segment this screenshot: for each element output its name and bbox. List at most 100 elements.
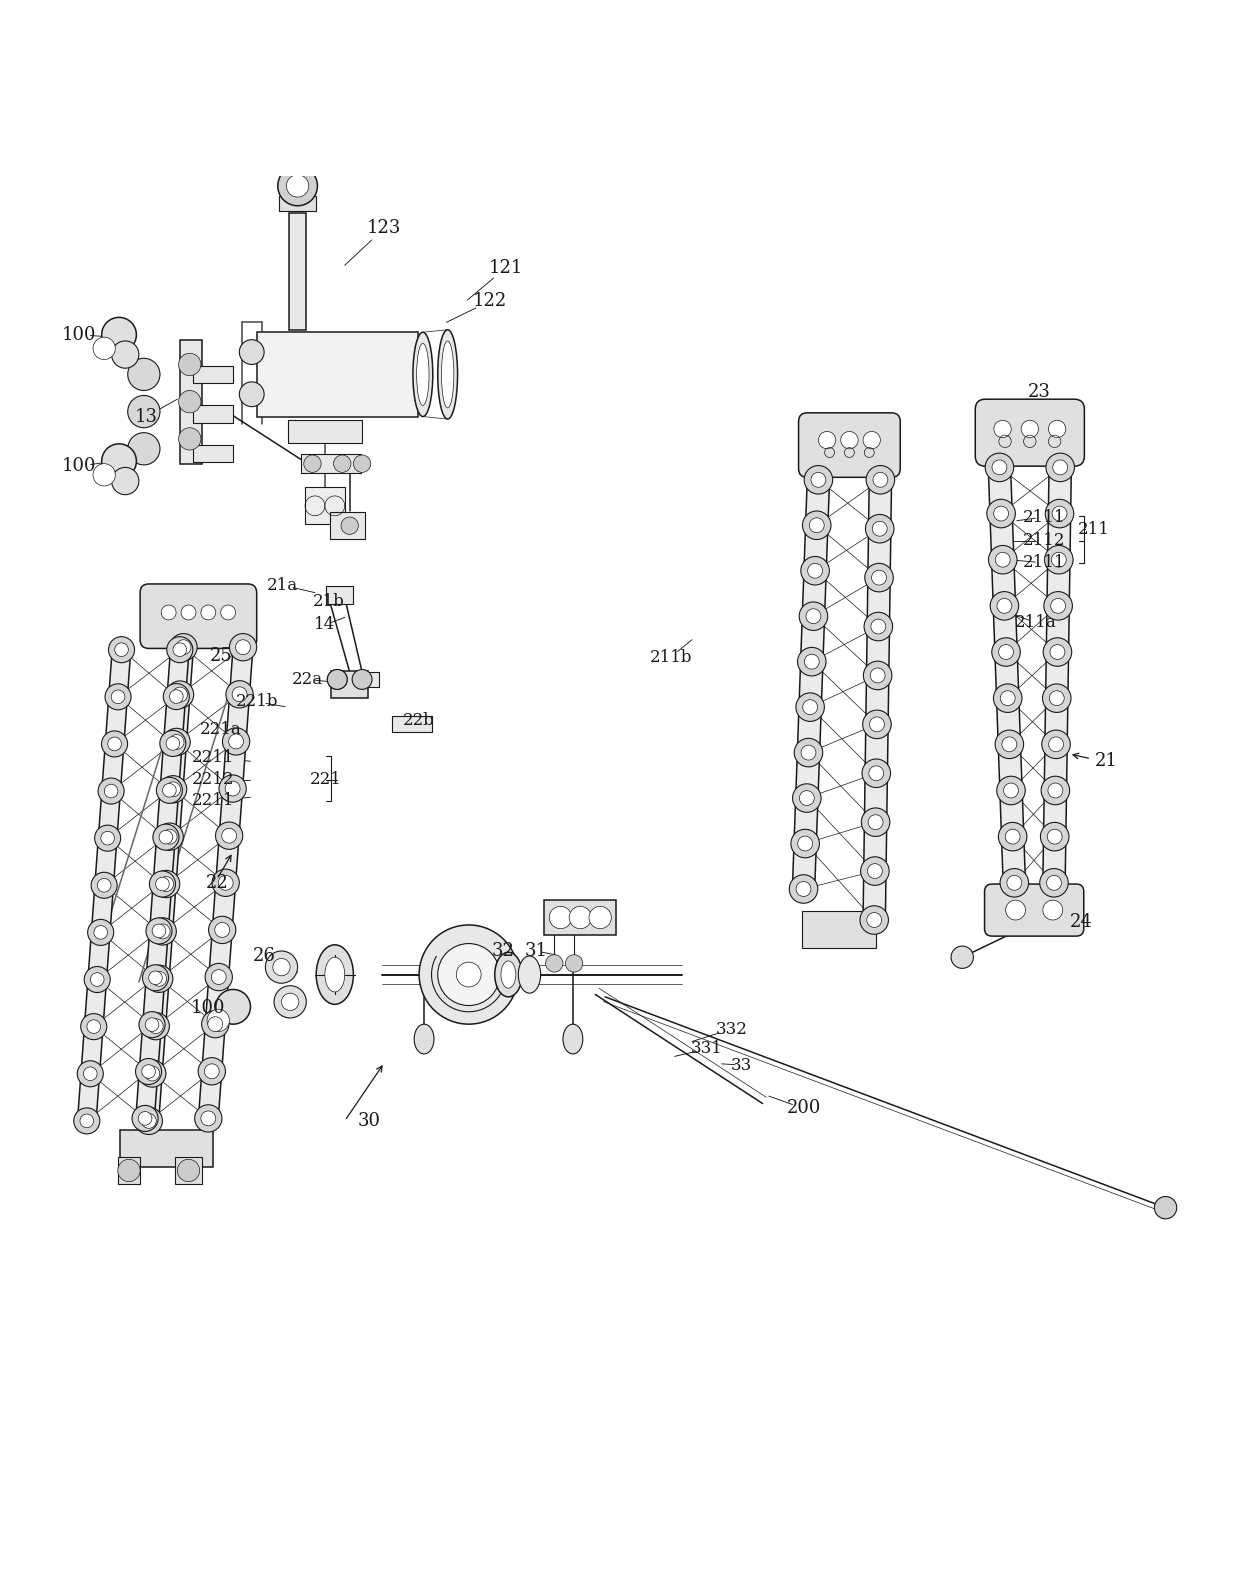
Polygon shape [988,466,1025,884]
Circle shape [1047,454,1074,482]
Circle shape [872,521,887,537]
Circle shape [149,971,162,984]
Circle shape [998,645,1013,659]
Text: 30: 30 [358,1111,381,1130]
Circle shape [810,517,825,533]
Text: 100: 100 [191,1000,226,1017]
Circle shape [1047,876,1061,890]
Circle shape [549,906,572,928]
Circle shape [796,693,825,721]
Bar [289,213,306,330]
Polygon shape [792,479,830,890]
Circle shape [108,737,122,751]
Circle shape [569,906,591,928]
Text: 2111: 2111 [1023,508,1065,525]
Bar [257,333,418,417]
Circle shape [205,1063,219,1079]
Circle shape [1007,876,1022,890]
Bar [180,339,202,463]
Circle shape [232,686,247,702]
Circle shape [226,782,241,796]
Circle shape [211,970,226,984]
Circle shape [172,688,187,702]
Circle shape [219,775,247,802]
Text: 123: 123 [367,220,402,237]
Circle shape [139,1060,166,1087]
Circle shape [862,807,890,836]
Circle shape [153,825,179,850]
Circle shape [161,605,176,619]
Circle shape [162,829,177,844]
Circle shape [868,815,883,829]
Text: 21: 21 [1095,753,1117,771]
Circle shape [991,592,1019,621]
Bar [118,1157,140,1184]
Circle shape [201,1111,216,1126]
Circle shape [179,353,201,376]
Circle shape [139,1011,165,1038]
Circle shape [160,775,187,802]
Ellipse shape [563,1024,583,1054]
Circle shape [92,872,117,898]
Text: 2211: 2211 [192,793,234,809]
Circle shape [149,871,176,896]
Circle shape [996,552,1011,567]
Circle shape [145,1067,160,1081]
Text: 33: 33 [730,1057,753,1073]
Circle shape [205,963,232,990]
Circle shape [81,1014,107,1040]
Circle shape [861,906,888,935]
Circle shape [149,1019,164,1033]
Circle shape [869,766,884,780]
Ellipse shape [417,344,429,406]
Circle shape [811,473,826,487]
Bar [288,420,362,443]
Circle shape [1053,460,1068,474]
Circle shape [159,831,172,844]
Text: 26: 26 [253,947,275,965]
Circle shape [281,993,299,1011]
Text: 331: 331 [691,1041,723,1057]
Circle shape [868,863,883,879]
Circle shape [352,670,372,689]
Text: 32: 32 [492,942,515,960]
Circle shape [77,1060,103,1087]
Bar [392,716,432,732]
Circle shape [216,821,243,849]
Circle shape [81,1114,94,1127]
Circle shape [179,428,201,451]
Text: 2112: 2112 [1023,532,1065,549]
Circle shape [112,468,139,495]
Circle shape [334,455,351,473]
Circle shape [797,836,812,852]
Circle shape [83,1067,97,1081]
Circle shape [1042,777,1070,804]
Circle shape [870,669,885,683]
Circle shape [802,700,817,715]
Circle shape [873,473,888,487]
Circle shape [131,1105,159,1132]
Circle shape [176,640,191,654]
Text: 200: 200 [786,1100,821,1118]
Circle shape [239,339,264,365]
Circle shape [806,608,821,624]
Circle shape [98,879,112,892]
Bar [801,911,875,947]
Bar [544,899,616,935]
Circle shape [797,648,826,677]
Circle shape [286,175,309,197]
Circle shape [864,613,893,642]
Circle shape [102,731,128,756]
Circle shape [153,923,166,938]
Circle shape [1052,506,1066,521]
Circle shape [278,166,317,205]
Circle shape [1002,737,1017,751]
Text: 21a: 21a [267,576,299,594]
Circle shape [170,634,197,661]
Text: 221b: 221b [236,693,278,710]
Ellipse shape [414,1024,434,1054]
Circle shape [87,1020,100,1033]
Circle shape [1042,731,1070,759]
Circle shape [265,950,298,984]
Polygon shape [139,646,193,1122]
